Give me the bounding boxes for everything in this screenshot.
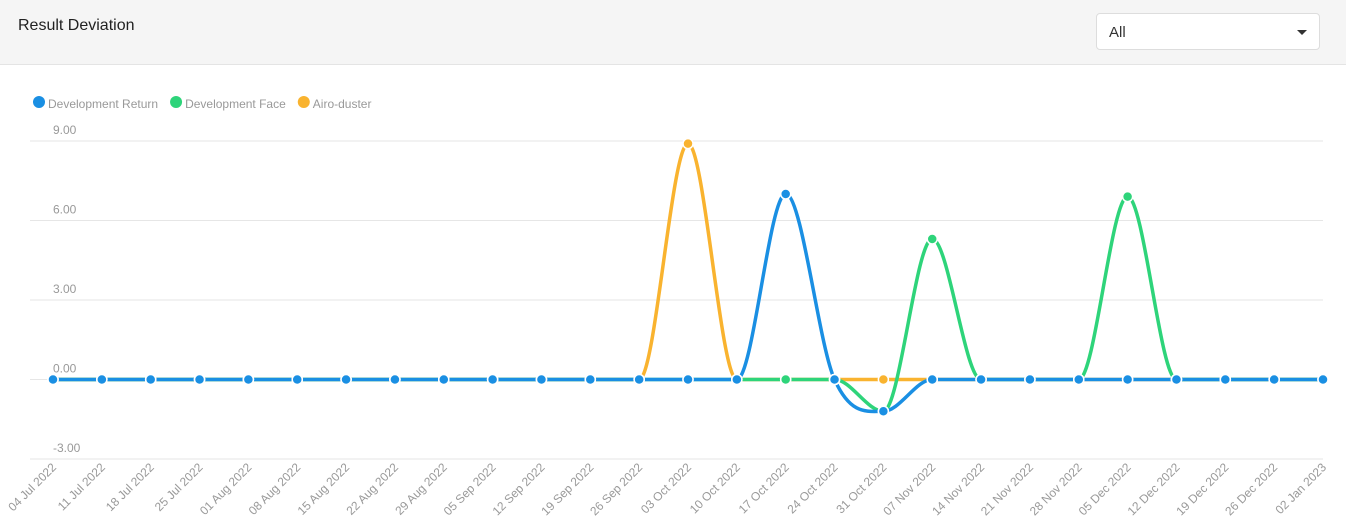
data-point xyxy=(1219,373,1232,386)
data-point xyxy=(340,373,352,386)
data-point xyxy=(1121,190,1134,203)
data-point xyxy=(389,373,401,386)
data-point xyxy=(438,373,450,386)
legend-label: Airo-duster xyxy=(313,97,372,111)
data-point xyxy=(926,233,938,245)
x-tick-label: 17 Oct 2022 xyxy=(736,460,792,516)
data-point xyxy=(828,373,841,386)
data-point xyxy=(633,373,645,386)
y-tick-label: 6.00 xyxy=(53,203,77,217)
data-point xyxy=(779,188,792,200)
data-point xyxy=(47,373,59,386)
legend-marker xyxy=(33,96,45,108)
x-tick-label: 18 Jul 2022 xyxy=(103,460,157,514)
data-point xyxy=(1317,373,1329,386)
x-tick-label: 26 Sep 2022 xyxy=(587,460,645,518)
dropdown-arrow xyxy=(1297,30,1307,35)
data-point xyxy=(242,373,255,386)
data-point xyxy=(291,373,303,386)
series-line xyxy=(53,192,1323,414)
legend-marker xyxy=(170,96,183,108)
data-point xyxy=(877,373,890,386)
legend-label: Development Face xyxy=(185,97,286,111)
y-tick-label: -3.00 xyxy=(53,441,81,455)
legend-marker xyxy=(297,96,310,108)
y-tick-label: 3.00 xyxy=(53,282,77,296)
data-point xyxy=(682,373,694,386)
data-point xyxy=(1073,373,1085,386)
x-tick-label: 04 Jul 2022 xyxy=(5,460,59,514)
x-tick-label: 11 Jul 2022 xyxy=(55,460,108,513)
filter-value: All xyxy=(1109,24,1126,41)
data-point xyxy=(96,373,108,386)
x-tick-label: 24 Oct 2022 xyxy=(785,460,841,516)
filter-dropdown[interactable]: All xyxy=(1096,13,1320,50)
data-point xyxy=(779,373,792,386)
data-point xyxy=(193,373,206,386)
data-point xyxy=(144,373,157,386)
x-tick-label: 10 Oct 2022 xyxy=(687,460,743,516)
data-point xyxy=(1268,373,1280,386)
data-point xyxy=(682,137,694,150)
legend-label: Development Return xyxy=(48,97,158,111)
series-line xyxy=(53,141,1323,382)
x-tick-label: 26 Dec 2022 xyxy=(1222,460,1280,518)
y-tick-label: 9.00 xyxy=(53,123,77,137)
data-point xyxy=(877,405,890,418)
title: Result Deviation xyxy=(18,17,135,34)
data-point xyxy=(975,373,987,386)
x-tick-label: 03 Oct 2022 xyxy=(638,460,694,516)
header: Result Deviation All xyxy=(0,0,1346,65)
y-tick-label: 0.00 xyxy=(53,362,77,376)
data-point xyxy=(584,373,597,386)
data-point xyxy=(1121,373,1134,386)
x-tick-label: 02 Jan 2023 xyxy=(1273,460,1330,517)
data-point xyxy=(486,373,499,386)
data-point xyxy=(1024,373,1036,386)
data-point xyxy=(535,373,548,386)
data-point xyxy=(731,373,743,386)
data-point xyxy=(926,373,938,386)
data-point xyxy=(1170,373,1183,386)
